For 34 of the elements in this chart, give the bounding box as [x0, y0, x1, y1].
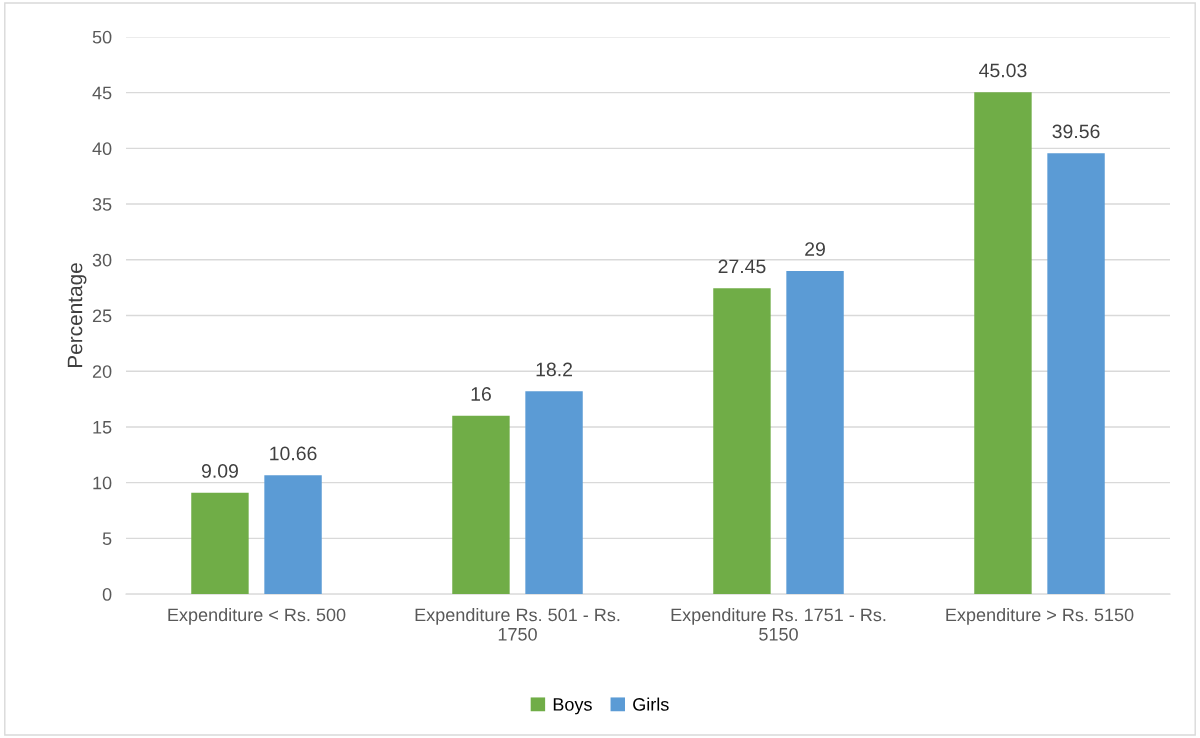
y-tick-label: 0: [102, 588, 112, 601]
bar: [452, 415, 510, 595]
bar: [1047, 153, 1105, 595]
data-label: 29: [805, 242, 825, 256]
bar: [974, 92, 1032, 595]
x-tick-label: Expenditure Rs. 501 - Rs. 1750: [415, 607, 620, 641]
legend-label: Boys: [553, 698, 592, 715]
data-label: 10.66: [270, 446, 317, 461]
data-label: 39.56: [1052, 124, 1100, 139]
y-tick-label: 35: [92, 197, 112, 211]
bar: [713, 288, 771, 595]
bar: [264, 475, 322, 595]
legend-label: Girls: [633, 697, 669, 711]
data-label: 16: [471, 387, 491, 401]
y-tick-label: 40: [92, 142, 112, 156]
y-axis-title: Percentage: [67, 263, 87, 368]
bar: [525, 391, 583, 595]
y-tick-label: 20: [92, 365, 112, 378]
y-tick-label: 45: [92, 86, 112, 100]
data-label: 45.03: [979, 63, 1027, 78]
y-tick-label: 30: [92, 253, 112, 267]
y-tick-label: 50: [92, 30, 112, 44]
data-label: 18.2: [536, 362, 572, 377]
x-tick-label: Expenditure > Rs. 5150: [946, 607, 1134, 625]
data-label: 9.09: [201, 464, 238, 478]
x-tick-label: Expenditure < Rs. 500: [168, 607, 346, 625]
y-tick-label: 10: [93, 476, 112, 490]
y-tick-label: 25: [92, 309, 112, 323]
y-tick-label: 15: [93, 421, 112, 434]
x-tick-label: Expenditure Rs. 1751 - Rs. 5150: [671, 607, 886, 641]
bar: [191, 492, 249, 595]
bar: [786, 270, 844, 595]
y-tick-label: 5: [102, 532, 112, 546]
data-label: 27.45: [718, 259, 766, 274]
